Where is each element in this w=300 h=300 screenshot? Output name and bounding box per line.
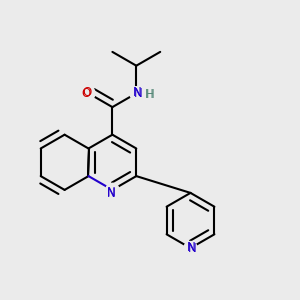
Text: H: H bbox=[145, 88, 154, 101]
Text: O: O bbox=[81, 87, 90, 100]
Text: N: N bbox=[107, 186, 116, 200]
Circle shape bbox=[82, 87, 95, 100]
Circle shape bbox=[106, 183, 119, 196]
Text: N: N bbox=[133, 86, 141, 99]
Text: N: N bbox=[187, 241, 196, 254]
Circle shape bbox=[130, 87, 143, 100]
Text: N: N bbox=[106, 187, 115, 200]
Text: H: H bbox=[146, 88, 154, 101]
Text: O: O bbox=[82, 86, 91, 99]
Text: N: N bbox=[188, 242, 196, 255]
Circle shape bbox=[184, 242, 197, 255]
Text: N: N bbox=[134, 87, 142, 100]
